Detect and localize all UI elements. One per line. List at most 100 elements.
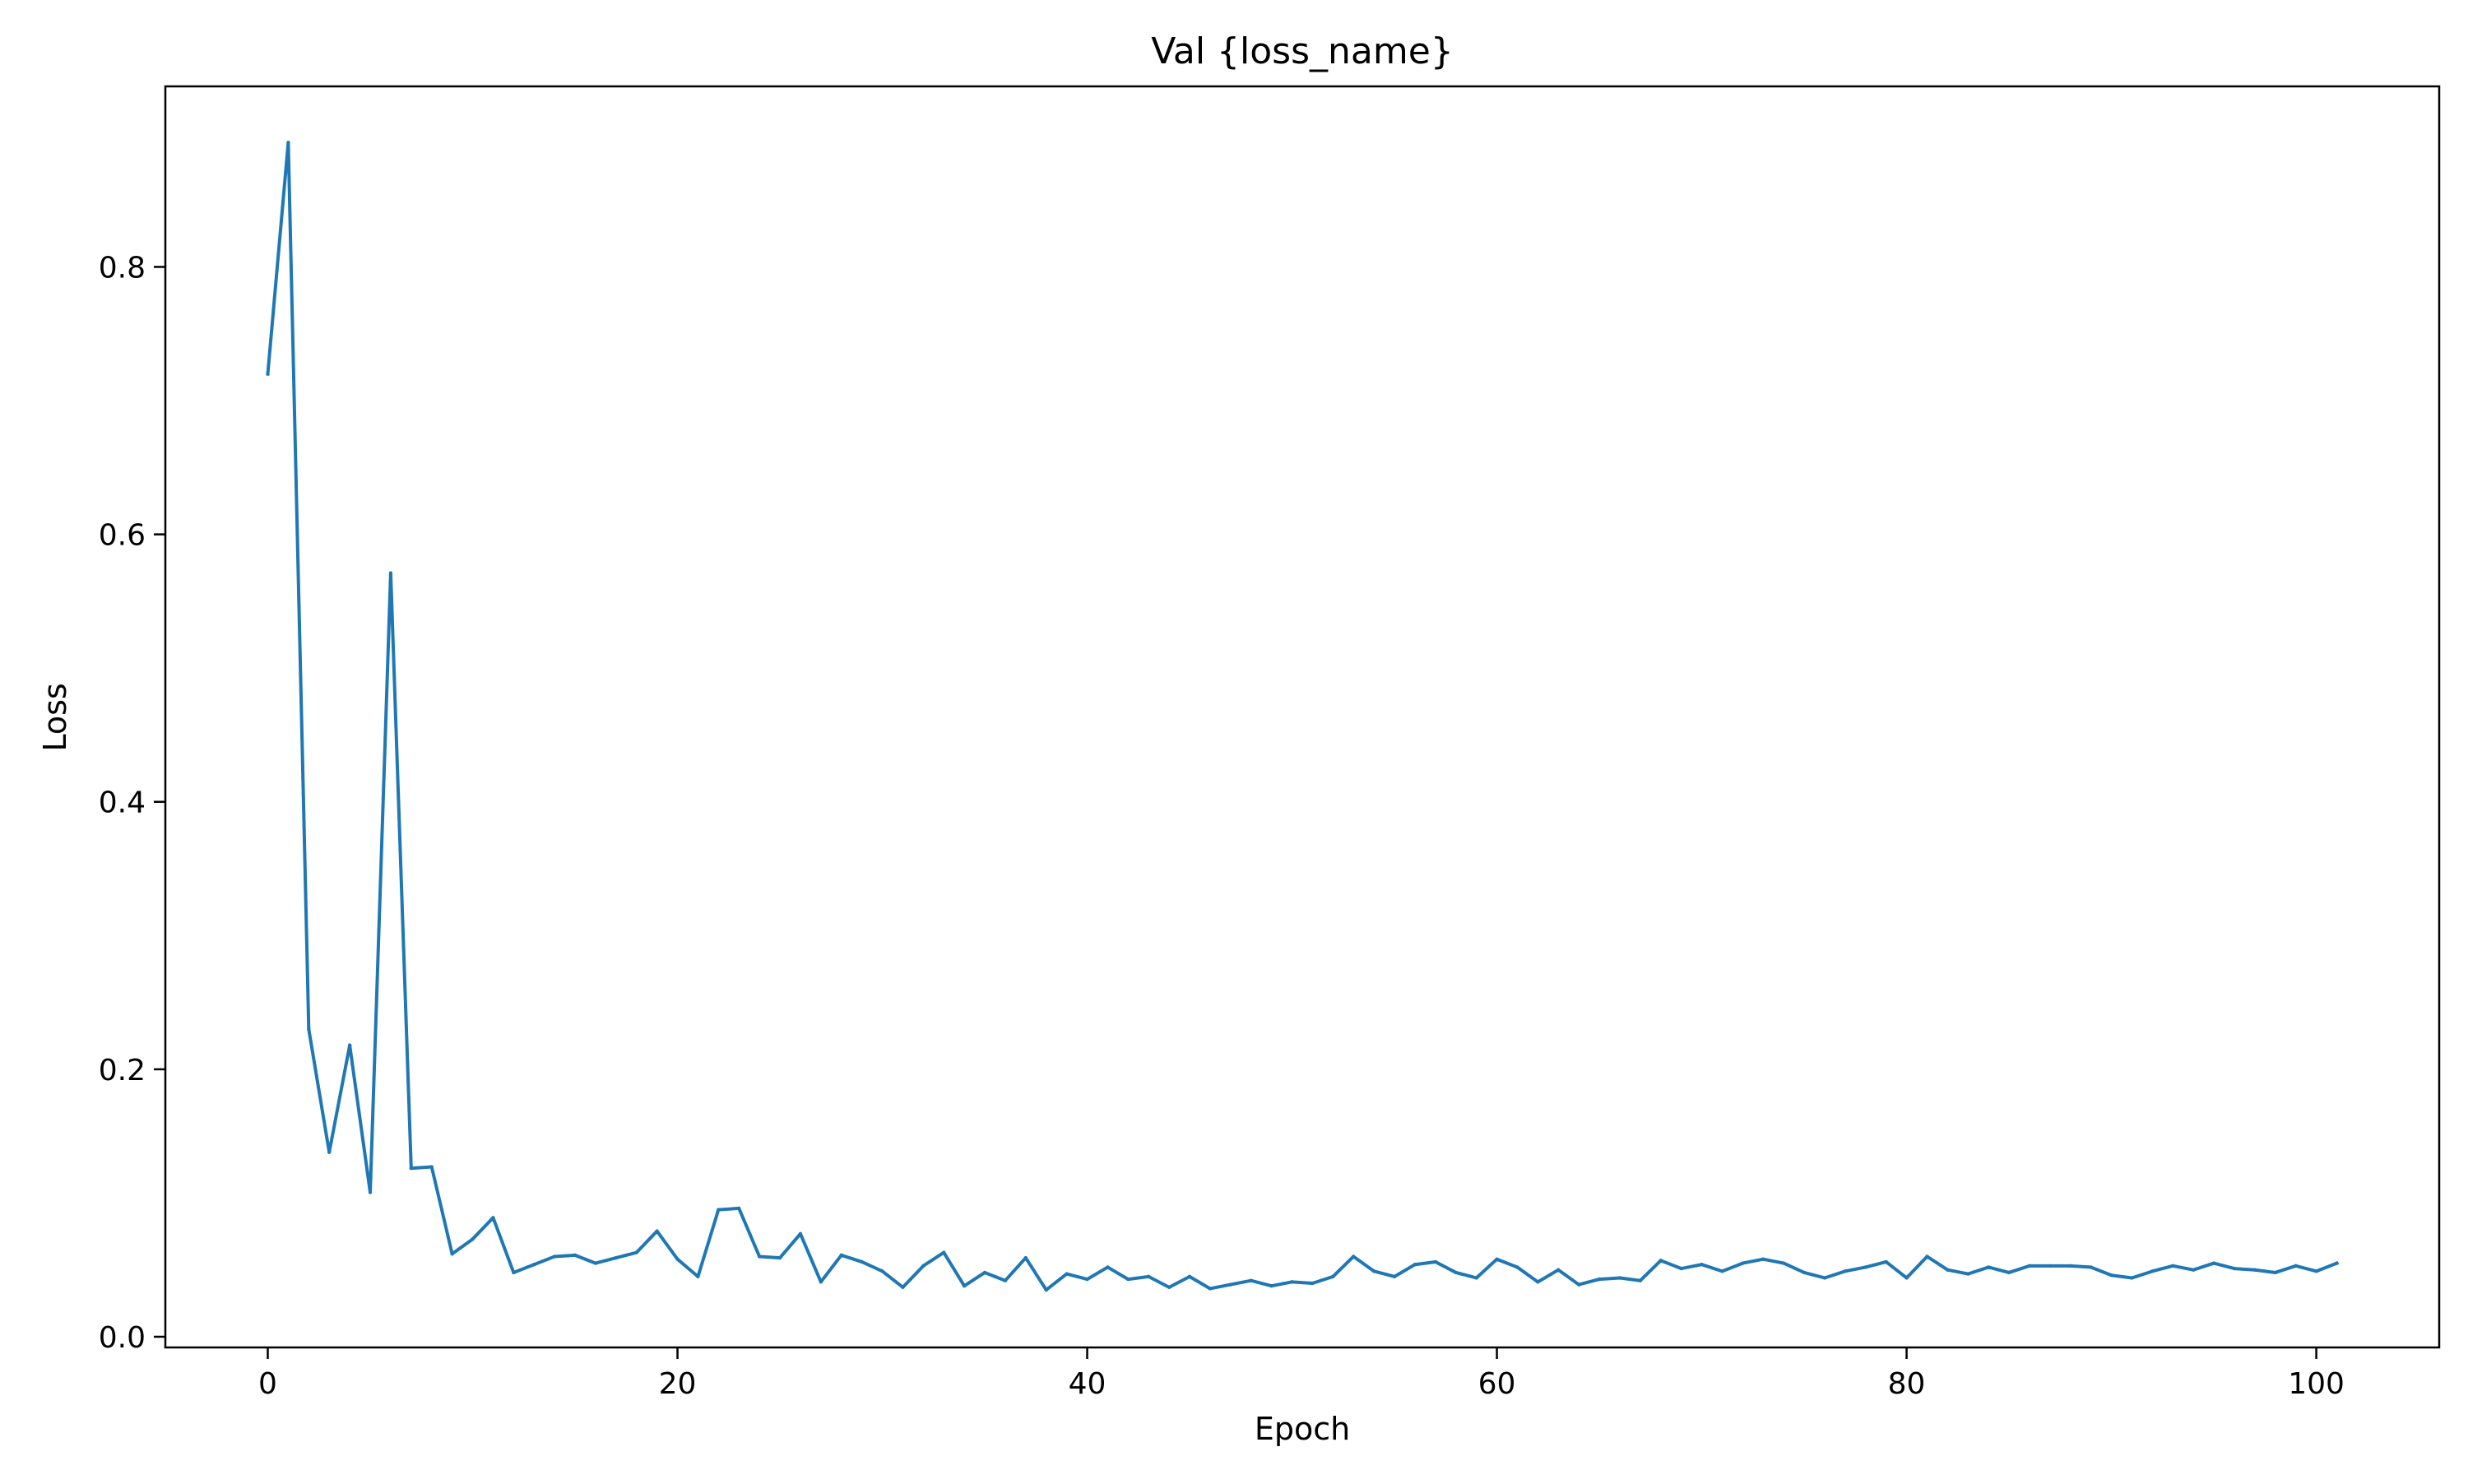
data-point xyxy=(1371,1269,1376,1273)
data-point xyxy=(1065,1272,1069,1276)
chart-title: Val {loss_name} xyxy=(1151,30,1454,72)
data-point xyxy=(368,1190,373,1194)
data-point xyxy=(1167,1285,1171,1290)
data-point xyxy=(2048,1264,2053,1268)
data-point xyxy=(2191,1268,2196,1272)
data-point xyxy=(1515,1265,1519,1269)
data-point xyxy=(388,571,393,575)
data-point xyxy=(1925,1254,1929,1259)
data-point xyxy=(1576,1282,1581,1287)
data-point xyxy=(1454,1270,1458,1275)
x-tick-label: 20 xyxy=(659,1367,697,1401)
data-point xyxy=(347,1043,352,1047)
data-point xyxy=(1966,1272,1970,1276)
data-point xyxy=(573,1253,578,1258)
data-point xyxy=(798,1231,803,1236)
data-point xyxy=(982,1270,987,1275)
y-axis-label: Loss xyxy=(37,683,73,751)
data-point xyxy=(1352,1254,1356,1259)
data-point xyxy=(409,1166,414,1171)
data-point xyxy=(860,1259,864,1264)
data-point xyxy=(2130,1276,2134,1280)
y-tick-label: 0.4 xyxy=(99,786,146,820)
data-point xyxy=(942,1250,946,1254)
x-tick-label: 40 xyxy=(1069,1367,1106,1401)
data-point xyxy=(429,1165,434,1169)
data-point xyxy=(717,1208,721,1212)
data-point xyxy=(1023,1255,1028,1260)
data-point xyxy=(1843,1269,1848,1273)
data-point xyxy=(962,1284,967,1288)
data-point xyxy=(1617,1276,1622,1280)
data-point xyxy=(1085,1277,1089,1282)
y-tick-label: 0.2 xyxy=(99,1054,146,1087)
data-point xyxy=(512,1270,516,1275)
x-tick-label: 60 xyxy=(1478,1367,1516,1401)
axes-layer: 0 20 40 60 80 100 0.0 0.2 0.4 0.6 0.8 xyxy=(99,85,2441,1401)
data-point xyxy=(901,1285,905,1290)
data-point xyxy=(839,1253,843,1258)
data-point xyxy=(1003,1278,1008,1282)
data-point xyxy=(1228,1282,1233,1287)
data-point xyxy=(1413,1263,1417,1267)
data-point xyxy=(1761,1257,1765,1261)
data-point xyxy=(2335,1261,2339,1265)
data-point xyxy=(2171,1264,2175,1268)
data-point xyxy=(2273,1270,2277,1275)
data-point xyxy=(1679,1266,1683,1271)
data-point xyxy=(1700,1263,1704,1267)
plot-background xyxy=(165,86,2439,1347)
data-point xyxy=(532,1263,536,1267)
data-point xyxy=(1311,1281,1315,1286)
data-point xyxy=(1187,1274,1192,1279)
data-point xyxy=(552,1254,557,1259)
data-point xyxy=(757,1254,762,1259)
y-tick-label: 0.8 xyxy=(99,251,146,285)
data-point xyxy=(1392,1274,1397,1279)
y-tick-label: 0.0 xyxy=(99,1321,146,1355)
x-tick-label: 80 xyxy=(1888,1367,1926,1401)
data-point xyxy=(1884,1259,1888,1264)
data-point xyxy=(880,1269,884,1273)
data-point xyxy=(777,1255,782,1260)
data-point xyxy=(2150,1269,2155,1273)
series-line-1 xyxy=(266,141,2340,1292)
data-point xyxy=(1290,1280,1294,1284)
data-point xyxy=(2068,1264,2072,1268)
series-layer xyxy=(266,141,2340,1292)
data-point xyxy=(1126,1277,1130,1282)
data-point xyxy=(921,1264,926,1268)
data-point xyxy=(593,1261,598,1265)
data-point xyxy=(1269,1284,1273,1288)
data-point xyxy=(1658,1259,1663,1263)
data-point xyxy=(491,1216,495,1220)
data-point xyxy=(286,141,290,145)
data-point xyxy=(2294,1264,2298,1268)
data-point xyxy=(2006,1270,2011,1275)
data-point xyxy=(1802,1270,1807,1275)
data-point xyxy=(634,1250,638,1254)
plot-frame xyxy=(164,85,2441,1349)
data-point xyxy=(675,1257,680,1261)
y-tick-label: 0.6 xyxy=(99,519,146,553)
data-point xyxy=(1904,1276,1909,1280)
data-point xyxy=(1822,1276,1827,1280)
plot-area xyxy=(165,86,2439,1347)
data-point xyxy=(471,1237,475,1241)
data-point xyxy=(1946,1268,1950,1272)
data-point xyxy=(2027,1264,2032,1268)
x-tick-label: 0 xyxy=(258,1367,277,1401)
data-point xyxy=(1863,1265,1867,1269)
data-point xyxy=(1741,1261,1745,1265)
x-tick-label: 100 xyxy=(2288,1367,2345,1401)
data-point xyxy=(1536,1280,1540,1284)
data-point xyxy=(1044,1287,1048,1292)
data-point xyxy=(2232,1266,2237,1271)
data-point xyxy=(2089,1265,2093,1269)
data-point xyxy=(1147,1274,1151,1279)
data-point xyxy=(1208,1287,1213,1291)
data-point xyxy=(1781,1261,1786,1265)
data-point xyxy=(614,1255,619,1260)
